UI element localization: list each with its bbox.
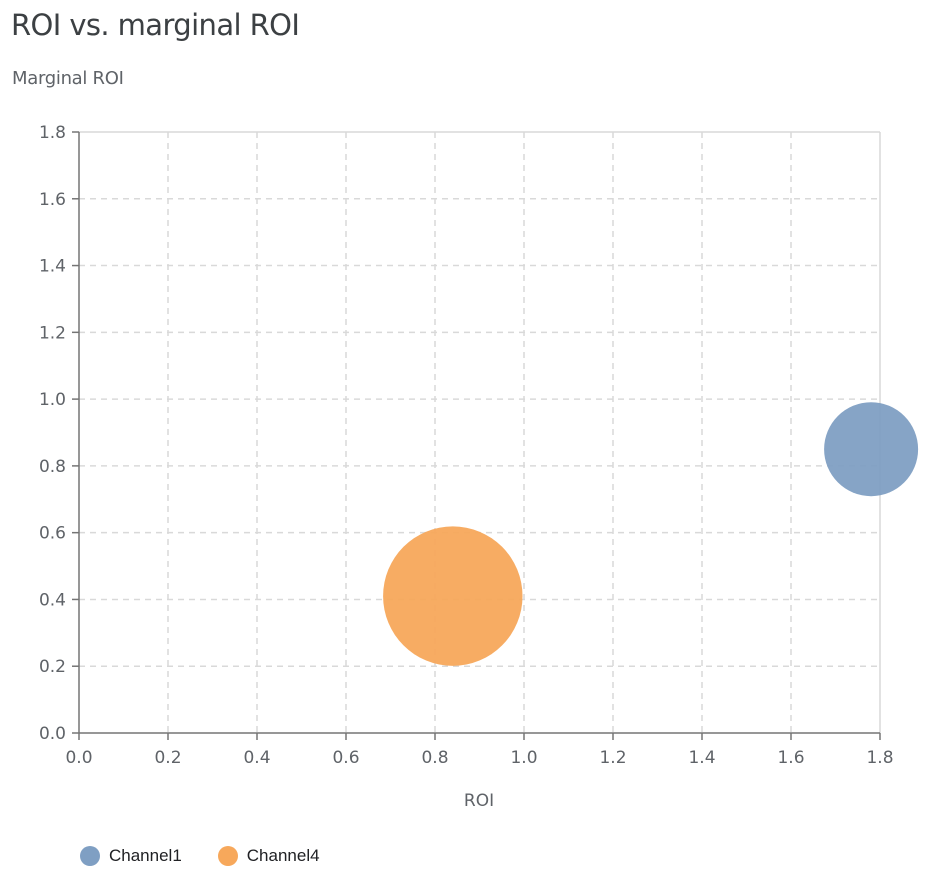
y-tick-label: 0.4 [39, 590, 66, 610]
bubble-channel4 [383, 526, 523, 666]
legend-swatch [217, 846, 238, 866]
x-tick-label: 0.2 [154, 748, 181, 768]
y-tick-label: 1.2 [39, 323, 66, 343]
y-tick-label: 1.0 [39, 390, 66, 410]
bubble-channel1 [824, 402, 919, 497]
y-axis-title: Marginal ROI [12, 68, 124, 89]
x-tick-label: 1.2 [599, 748, 626, 768]
y-tick-label: 0.2 [39, 657, 66, 677]
legend-swatch [80, 846, 100, 866]
legend-label: Channel4 [246, 846, 320, 865]
x-tick-label: 0.4 [243, 748, 270, 768]
legend: Channel1 Channel4 [80, 846, 320, 866]
x-tick-label: 1.4 [688, 748, 715, 768]
x-tick-label: 1.0 [510, 748, 537, 768]
x-tick-label: 1.8 [866, 748, 893, 768]
y-tick-label: 1.4 [39, 257, 66, 277]
y-tick-label: 0.6 [39, 524, 66, 544]
legend-item-channel4[interactable]: Channel4 [217, 846, 320, 866]
y-tick-label: 1.6 [39, 190, 66, 210]
x-tick-label: 0.0 [65, 748, 92, 768]
y-tick-label: 0.0 [39, 724, 66, 744]
legend-item-channel1[interactable]: Channel1 [80, 846, 182, 866]
legend-label: Channel1 [109, 846, 182, 865]
x-tick-label: 0.6 [332, 748, 359, 768]
y-tick-label: 1.8 [39, 123, 66, 143]
bubbles [383, 402, 919, 666]
x-axis-title: ROI [464, 791, 494, 811]
x-tick-label: 0.8 [421, 748, 448, 768]
y-tick-label: 0.8 [39, 457, 66, 477]
x-tick-label: 1.6 [777, 748, 804, 768]
chart-title: ROI vs. marginal ROI [11, 8, 300, 42]
axes: 0.0 0.2 0.4 0.6 0.8 1.0 1.2 1.4 1.6 1.8 0.0 0.2 0.4 0… [39, 123, 894, 768]
